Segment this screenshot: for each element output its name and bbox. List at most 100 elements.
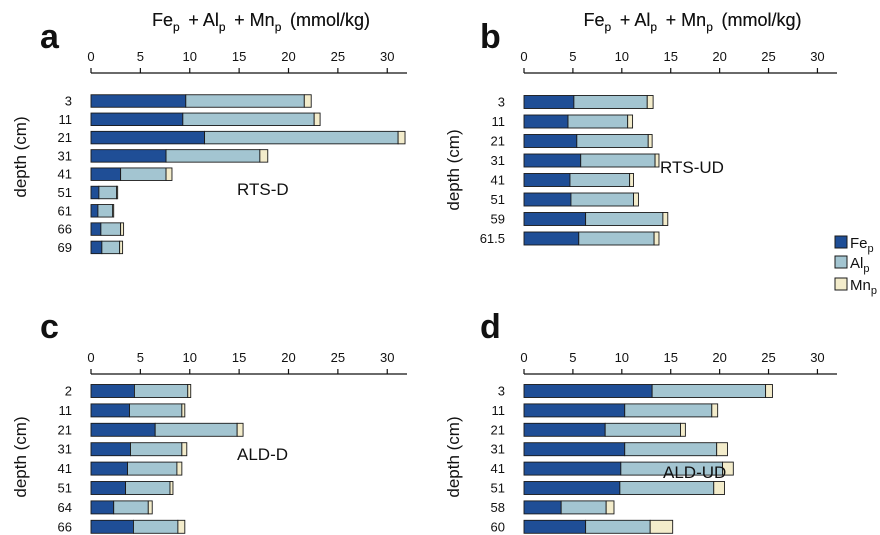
bar-segment-mnp <box>181 403 186 418</box>
x-tick-label: 20 <box>281 49 295 64</box>
bar-segment-mnp <box>177 519 186 534</box>
bar-segment-alp <box>154 422 238 437</box>
bar-segment-mnp <box>627 114 634 129</box>
depth-label: 41 <box>58 461 72 476</box>
bar-segment-mnp <box>646 95 654 109</box>
bar-segment-alp <box>127 461 178 476</box>
bar-segment-fep <box>90 204 99 218</box>
axis-title: Fep + Alp + Mnp (mmol/kg) <box>152 10 370 34</box>
x-tick-label: 30 <box>380 350 394 365</box>
bar-segment-alp <box>98 185 118 200</box>
depth-label: 41 <box>491 173 505 188</box>
panel-letter: b <box>480 18 501 56</box>
bar-segment-mnp <box>303 94 312 108</box>
legend-label-al: Alp <box>850 255 869 275</box>
bar-segment-fep <box>523 173 571 187</box>
depth-label: 51 <box>491 481 505 496</box>
bar-segment-fep <box>523 134 578 148</box>
x-tick-label: 0 <box>520 350 527 365</box>
bar-segment-fep <box>523 384 653 398</box>
depth-label: 41 <box>491 461 505 476</box>
bar-segment-fep <box>90 222 102 236</box>
bar-segment-fep <box>90 167 122 181</box>
bar-segment-mnp <box>716 442 728 457</box>
bar-segment-alp <box>624 442 718 457</box>
bar-segment-alp <box>651 384 767 398</box>
bar-segment-alp <box>185 94 305 108</box>
bar-segment-fep <box>523 192 572 207</box>
bar-segment-mnp <box>397 130 406 145</box>
depth-label: 11 <box>59 403 73 418</box>
bar-segment-alp <box>113 500 149 515</box>
bar-segment-fep <box>523 481 621 495</box>
y-axis-title: depth (cm) <box>11 416 30 497</box>
bar-segment-mnp <box>187 384 192 398</box>
x-tick-label: 20 <box>281 350 295 365</box>
legend-label-mn: Mnp <box>850 277 877 297</box>
x-tick-label: 30 <box>810 49 824 64</box>
bar-segment-alp <box>619 481 715 495</box>
bar-segment-mnp <box>722 461 734 476</box>
depth-label: 31 <box>491 153 505 168</box>
bar-segment-alp <box>624 403 713 418</box>
depth-label: 60 <box>491 519 505 534</box>
x-tick-label: 15 <box>663 350 677 365</box>
bar-segment-mnp <box>112 204 115 218</box>
x-tick-label: 0 <box>520 49 527 64</box>
bar-segment-fep <box>523 519 587 534</box>
bar-segment-alp <box>204 130 399 145</box>
bar-segment-fep <box>90 403 130 418</box>
x-tick-label: 20 <box>712 49 726 64</box>
panel-b: b Fep + Alp + Mnp (mmol/kg) 0 5 10 15 20 25 30 de… <box>444 10 837 246</box>
depth-label: 66 <box>58 519 72 534</box>
bar-segment-fep <box>90 442 131 457</box>
depth-label: 58 <box>491 500 505 515</box>
bar-segment-alp <box>585 519 651 534</box>
bar-segment-alp <box>97 204 114 218</box>
bar-segment-fep <box>90 94 187 108</box>
bar-segment-fep <box>90 500 115 515</box>
site-label: ALD-D <box>237 445 288 464</box>
axis-title: Fep + Alp + Mnp (mmol/kg) <box>584 10 802 34</box>
y-axis-title: depth (cm) <box>11 116 30 197</box>
depth-label: 31 <box>58 442 72 457</box>
bar-segment-fep <box>523 153 582 168</box>
bar-segment-fep <box>523 95 575 109</box>
bar-segment-alp <box>120 167 167 181</box>
bar-segment-alp <box>133 384 189 398</box>
bar-segment-mnp <box>169 481 174 495</box>
x-tick-label: 15 <box>232 350 246 365</box>
bar-segment-alp <box>130 442 183 457</box>
x-tick-label: 5 <box>569 350 576 365</box>
depth-label: 3 <box>498 95 505 110</box>
bar-segment-mnp <box>711 403 719 418</box>
bar-segment-alp <box>101 240 121 255</box>
x-tick-label: 10 <box>615 350 629 365</box>
bar-segment-fep <box>523 403 626 418</box>
panel-a: a Fep + Alp + Mnp (mmol/kg) 0 5 10 15 20 25 30 de… <box>11 10 407 255</box>
x-tick-label: 5 <box>137 350 144 365</box>
site-label: ALD-UD <box>663 463 726 482</box>
bar-segment-mnp <box>176 461 183 476</box>
bar-segment-mnp <box>653 231 660 246</box>
y-axis-title: depth (cm) <box>444 416 463 497</box>
bar-segment-mnp <box>629 173 635 187</box>
bar-segment-alp <box>560 500 607 515</box>
depth-label: 61.5 <box>480 231 505 246</box>
bar-segment-mnp <box>654 153 660 168</box>
bar-segment-fep <box>523 500 562 515</box>
legend-swatch-mn <box>834 277 848 291</box>
site-label: RTS-UD <box>660 158 724 177</box>
x-tick-label: 0 <box>87 350 94 365</box>
depth-label: 51 <box>491 192 505 207</box>
depth-label: 21 <box>58 422 72 437</box>
bar-segment-alp <box>604 422 681 437</box>
bar-segment-fep <box>90 461 128 476</box>
bar-segment-mnp <box>605 500 615 515</box>
bar-segment-fep <box>90 422 156 437</box>
bar-segment-mnp <box>649 519 674 534</box>
bar-segment-fep <box>90 519 134 534</box>
depth-label: 21 <box>58 130 72 145</box>
bar-segment-fep <box>90 384 135 398</box>
